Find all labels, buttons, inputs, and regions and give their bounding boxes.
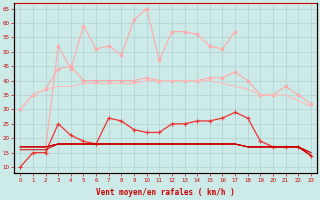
X-axis label: Vent moyen/en rafales ( km/h ): Vent moyen/en rafales ( km/h ) [96, 188, 235, 197]
